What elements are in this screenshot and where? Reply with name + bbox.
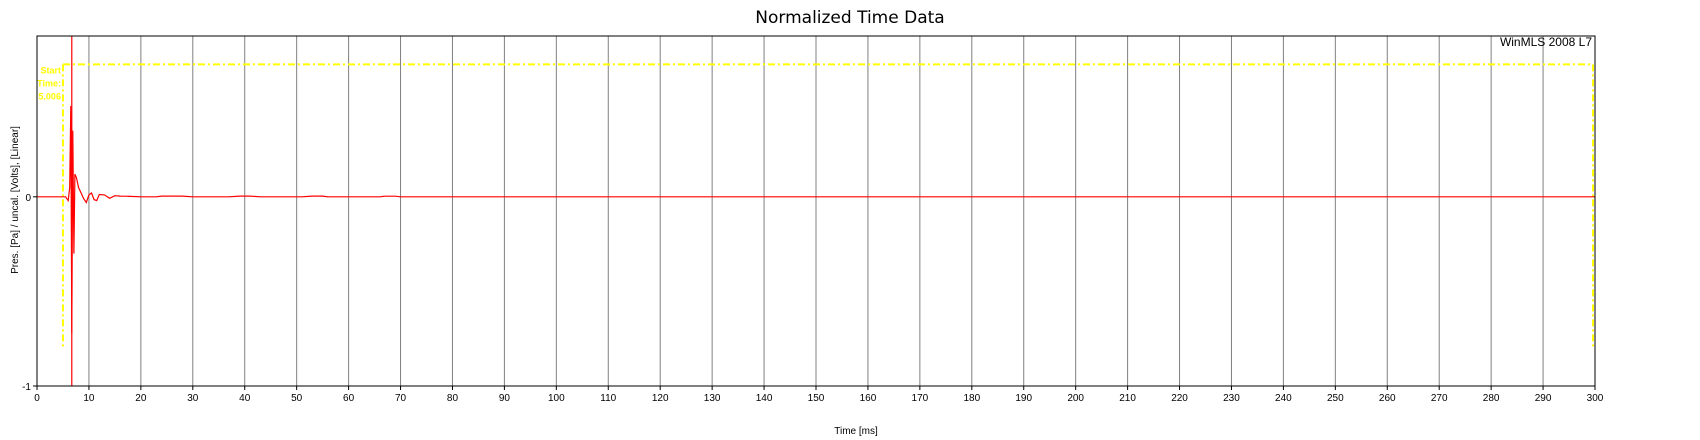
x-tick-label: 80 <box>447 393 459 404</box>
x-tick-label: 130 <box>704 393 721 404</box>
x-tick-label: 260 <box>1379 393 1396 404</box>
y-axis-label: Pres. [Pa] / uncal. [Volts], [Linear] <box>10 126 21 274</box>
x-tick-label: 300 <box>1587 393 1604 404</box>
x-tick-label: 120 <box>652 393 669 404</box>
x-tick-label: 200 <box>1067 393 1084 404</box>
x-tick-label: 190 <box>1015 393 1032 404</box>
x-tick-label: 160 <box>860 393 877 404</box>
x-tick-label: 290 <box>1535 393 1552 404</box>
x-axis: 0 10 20 30 40 50 60 70 80 90 100 110 120 130 140 150 160… <box>34 386 1604 404</box>
x-tick-label: 60 <box>343 393 355 404</box>
window-label: 5.006 <box>38 91 61 101</box>
y-tick-label: -1 <box>22 382 31 393</box>
x-tick-label: 230 <box>1223 393 1240 404</box>
window-label: Start <box>40 65 61 75</box>
x-tick-label: 20 <box>135 393 147 404</box>
x-tick-label: 110 <box>600 393 616 404</box>
x-tick-label: 10 <box>83 393 95 404</box>
series-layer <box>37 105 1595 334</box>
series-line <box>37 105 1595 334</box>
x-tick-label: 90 <box>499 393 511 404</box>
y-tick-label: 0 <box>25 193 31 204</box>
window-overlay: Start Time: 5.006 <box>37 63 1594 349</box>
x-tick-label: 30 <box>187 393 199 404</box>
x-axis-label: Time [ms] <box>834 426 878 437</box>
window-label: Time: <box>37 78 61 88</box>
x-tick-label: 210 <box>1119 393 1136 404</box>
x-tick-label: 280 <box>1483 393 1500 404</box>
x-tick-label: 70 <box>395 393 407 404</box>
x-tick-label: 170 <box>912 393 929 404</box>
x-tick-label: 250 <box>1327 393 1344 404</box>
x-tick-label: 0 <box>34 393 40 404</box>
x-tick-label: 180 <box>963 393 980 404</box>
chart-title: Normalized Time Data <box>755 8 944 28</box>
y-axis: -1 0 <box>22 193 37 393</box>
x-tick-label: 270 <box>1431 393 1448 404</box>
x-tick-label: 150 <box>808 393 825 404</box>
brand-label: WinMLS 2008 L7 <box>1500 35 1592 49</box>
x-tick-label: 220 <box>1171 393 1188 404</box>
x-tick-label: 240 <box>1275 393 1292 404</box>
grid <box>88 36 1544 386</box>
x-tick-label: 40 <box>239 393 251 404</box>
x-tick-label: 50 <box>291 393 303 404</box>
x-tick-label: 100 <box>548 393 565 404</box>
x-tick-label: 140 <box>756 393 773 404</box>
